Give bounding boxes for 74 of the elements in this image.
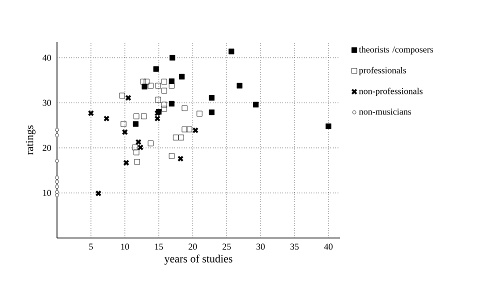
point <box>125 94 132 101</box>
x-tick-label: 35 <box>290 244 299 250</box>
point <box>144 78 150 84</box>
point <box>142 84 148 90</box>
point <box>182 126 188 132</box>
legend-label: professionals <box>359 66 406 76</box>
x-tick-label: 30 <box>256 244 265 250</box>
point <box>123 160 130 166</box>
x-tick-label: 20 <box>188 244 197 250</box>
point <box>140 78 146 84</box>
point <box>196 110 202 116</box>
x-tick-label: 40 <box>324 244 333 250</box>
point <box>132 121 139 127</box>
point <box>55 184 59 189</box>
point <box>148 82 154 88</box>
legend-label: non-musicians <box>359 108 412 115</box>
point <box>168 153 174 159</box>
point <box>119 92 125 98</box>
point <box>172 134 179 140</box>
point <box>186 126 192 132</box>
point <box>134 150 140 156</box>
y-axis-title: ratings <box>26 125 36 155</box>
point <box>134 114 140 120</box>
point <box>132 144 138 150</box>
point <box>161 88 168 94</box>
point <box>103 115 110 122</box>
y-tick-label: 30 <box>42 100 51 106</box>
point <box>55 193 59 198</box>
point <box>55 176 59 180</box>
point <box>208 109 215 116</box>
point <box>55 159 59 163</box>
y-tick-label: 10 <box>43 190 51 196</box>
point <box>178 134 184 140</box>
point <box>55 180 59 184</box>
point <box>161 106 168 112</box>
point <box>236 82 242 88</box>
x-axis-title: years of studies <box>164 254 232 265</box>
point <box>88 110 94 116</box>
point <box>141 114 147 120</box>
point <box>134 159 140 165</box>
point <box>161 102 168 108</box>
point <box>253 102 259 108</box>
point <box>155 82 161 88</box>
legend-label: theorists /composers <box>358 46 434 54</box>
x-tick-label: 25 <box>222 244 231 250</box>
point <box>168 100 174 107</box>
point <box>135 138 142 146</box>
point <box>179 74 185 80</box>
point <box>161 78 168 84</box>
y-tick-label: 20 <box>42 144 51 151</box>
x-tick-label: 15 <box>155 244 163 250</box>
point <box>182 105 188 112</box>
point <box>326 123 332 130</box>
x-tick-label: 5 <box>89 244 93 250</box>
x-tick-label: 10 <box>121 244 130 250</box>
point <box>137 144 144 151</box>
point <box>155 96 161 102</box>
point <box>177 156 184 162</box>
point <box>95 190 102 197</box>
point <box>170 54 176 61</box>
point <box>153 66 159 72</box>
point <box>55 190 59 194</box>
y-tick-label: 40 <box>42 54 51 61</box>
point <box>154 115 161 122</box>
point <box>55 133 59 138</box>
point <box>208 95 215 101</box>
point <box>228 48 234 54</box>
legend-label: non-professionals <box>359 88 423 96</box>
point <box>122 128 128 136</box>
point <box>192 127 199 134</box>
point <box>168 82 174 88</box>
point <box>55 128 59 132</box>
point <box>120 121 126 127</box>
point <box>148 140 154 146</box>
